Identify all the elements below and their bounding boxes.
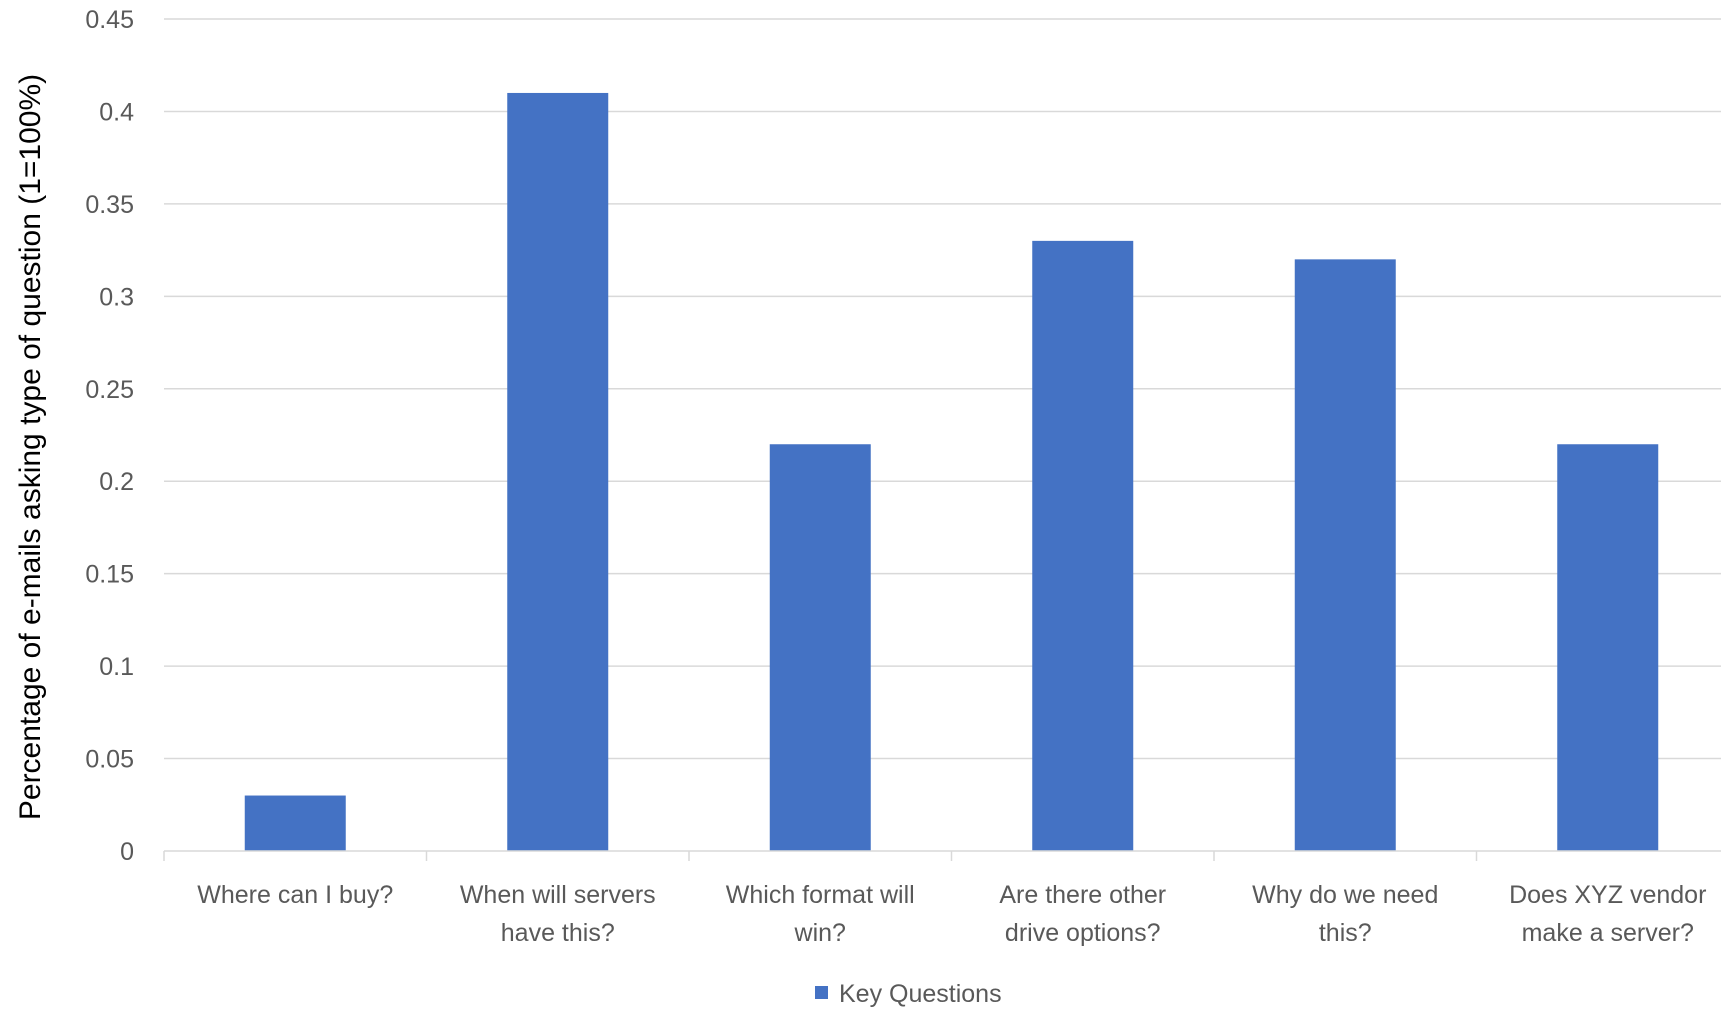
y-tick-labels: 0 0.05 0.1 0.15 0.2 0.25 0.3 0.35 0.4 0.45 [85,6,134,866]
y-tick-label: 0.15 [85,561,134,589]
x-category-label-line: Why do we need [1252,881,1438,909]
x-category-label: Are there other drive options? [999,881,1166,947]
y-tick-label: 0 [120,838,134,866]
y-tick-label: 0.05 [85,746,134,774]
y-tick-label: 0.4 [99,98,134,126]
x-category-label: Does XYZ vendor make a server? [1509,881,1706,947]
x-category-label: Where can I buy? [197,881,393,909]
bars [244,92,1659,851]
y-tick-label: 0.2 [99,468,134,496]
x-category-label-line: win? [794,919,846,947]
x-category-label-line: When will servers [460,881,656,909]
x-category-label-line: make a server? [1522,919,1694,947]
y-tick-label: 0.35 [85,191,134,219]
x-category-label-line: Are there other [999,881,1166,909]
x-category-label-line: drive options? [1005,919,1161,947]
y-tick-label: 0.25 [85,376,134,404]
x-category-label-line: Which format will [726,881,915,909]
legend-label: Key Questions [839,980,1002,1008]
bar [1294,259,1396,851]
bar [507,92,609,851]
x-category-label: Why do we need this? [1252,881,1438,947]
legend: Key Questions [815,980,1002,1008]
bar [769,444,871,851]
x-category-label-line: this? [1319,919,1372,947]
y-tick-label: 0.3 [99,283,134,311]
x-category-label-line: have this? [501,919,615,947]
x-category-label: Which format will win? [726,881,915,947]
x-category-label-line: Where can I buy? [197,881,393,909]
legend-swatch [815,986,828,999]
x-category-label: When will servers have this? [460,881,656,947]
x-category-label-line: Does XYZ vendor [1509,881,1706,909]
y-tick-label: 0.45 [85,6,134,34]
y-axis-title: Percentage of e-mails asking type of que… [14,74,47,820]
x-axis [163,850,1721,861]
bar [1557,444,1659,851]
y-tick-label: 0.1 [99,653,134,681]
gridlines [164,18,1721,760]
bar [1032,240,1134,851]
x-category-labels: Where can I buy? When will servers have th… [197,881,1706,947]
bar [244,795,346,851]
